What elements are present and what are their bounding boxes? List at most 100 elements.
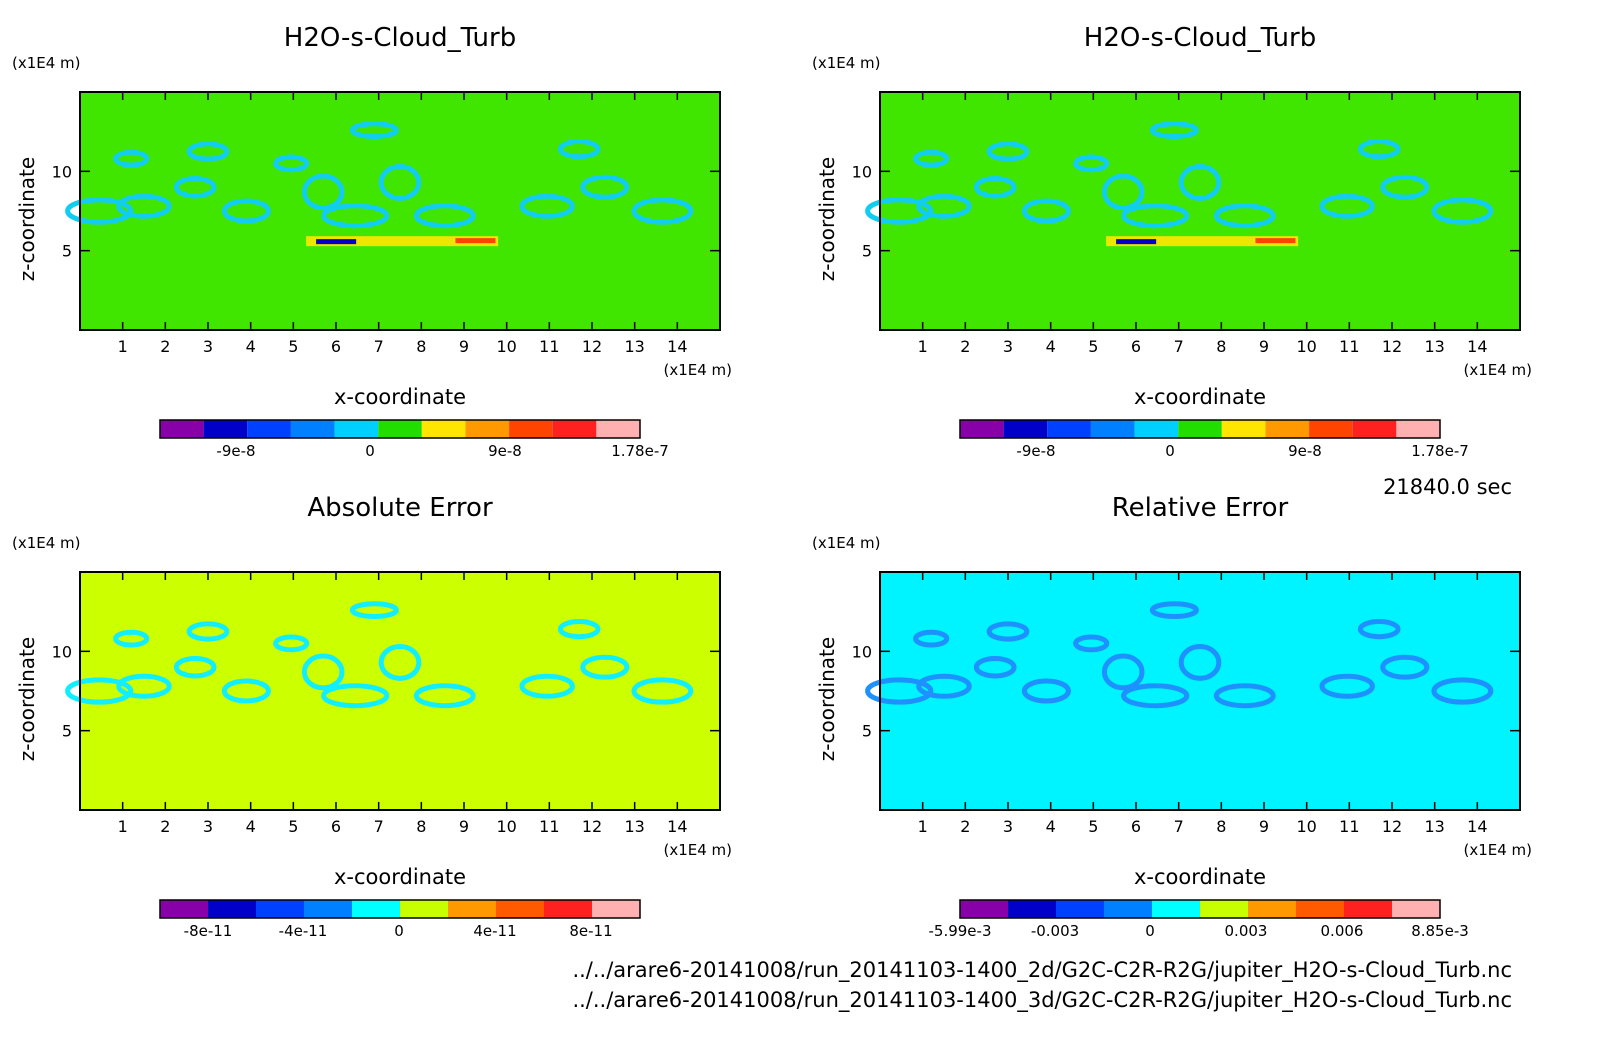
field-structure [301, 173, 345, 211]
colorbar-label: 1.78e-7 [1411, 442, 1469, 460]
field-structure [986, 141, 1030, 162]
field-structure [273, 634, 310, 653]
x-tick-label: 3 [203, 817, 213, 836]
x-tick-label: 11 [539, 337, 559, 356]
field-band-low [316, 239, 357, 245]
colorbar-segment [1003, 420, 1048, 438]
chart-panel-4: Relative Error(x1E4 m)1 2 3 4 5 6 7 8 9 10 11 12 13 1… [812, 493, 1532, 940]
x-tick-label: 5 [288, 337, 298, 356]
y-unit-label: (x1E4 m) [12, 534, 81, 552]
field-structure [1178, 644, 1222, 681]
y-axis-label: z-coordinate [15, 637, 39, 761]
colorbar-segment [960, 420, 1004, 438]
plot-frame [79, 571, 721, 811]
chart-panel-2: H2O-s-Cloud_Turb(x1E4 m)1 2 3 4 5 6 7 8 9 10 11 12 1… [812, 23, 1532, 460]
colorbar-label: -5.99e-3 [929, 922, 992, 940]
x-tick-label: 8 [416, 817, 426, 836]
field-structure [986, 621, 1030, 642]
x-tick-label: 13 [1424, 817, 1444, 836]
field-structure [580, 654, 630, 680]
colorbar-segment [1178, 420, 1222, 438]
chart-title: H2O-s-Cloud_Turb [1084, 23, 1316, 53]
colorbar-segment [592, 900, 640, 918]
x-tick-label: 14 [1467, 337, 1487, 356]
field-structure [1178, 164, 1222, 201]
y-tick-label: 10 [852, 162, 872, 181]
x-tick-label: 12 [582, 337, 602, 356]
x-tick-label: 9 [1259, 337, 1269, 356]
plot-frame [879, 571, 1521, 811]
colorbar-segment [1352, 420, 1397, 438]
colorbar-segment [160, 900, 208, 918]
plot-frame [79, 91, 721, 331]
y-axis-label: z-coordinate [15, 157, 39, 281]
file-path: ../../arare6-20141008/run_20141103-1400_… [572, 958, 1512, 983]
colorbar-segment [1008, 900, 1056, 918]
field-structure [1357, 139, 1401, 160]
colorbar-segment [1309, 420, 1353, 438]
colorbar-segment [378, 420, 422, 438]
x-tick-label: 9 [459, 817, 469, 836]
plot-area [80, 572, 720, 810]
x-tick-label: 6 [1131, 817, 1141, 836]
field-structure [519, 193, 575, 219]
field-structure [65, 197, 134, 225]
field-structure [186, 621, 230, 642]
field-band-low [1116, 239, 1157, 245]
colorbar-label: 0 [365, 442, 375, 460]
field-structure [1149, 121, 1199, 139]
field-structure [916, 193, 972, 219]
colorbar-segment [1047, 420, 1091, 438]
x-tick-label: 6 [331, 817, 341, 836]
field-structure [916, 673, 972, 699]
x-tick-label: 13 [624, 817, 644, 836]
colorbar-segment [1152, 900, 1200, 918]
colorbar-segment [509, 420, 553, 438]
field-structure [349, 601, 399, 619]
colorbar-label: 1.78e-7 [611, 442, 669, 460]
x-unit-label: (x1E4 m) [663, 841, 732, 859]
field-structure [378, 164, 422, 201]
x-tick-label: 2 [960, 817, 970, 836]
field-structure [1319, 193, 1375, 219]
x-tick-label: 4 [246, 817, 256, 836]
field-structure [65, 677, 134, 705]
x-tick-label: 1 [918, 817, 928, 836]
field-structure [1073, 154, 1110, 173]
colorbar-segment [1396, 420, 1440, 438]
x-tick-label: 4 [1046, 817, 1056, 836]
chart-title: Absolute Error [307, 493, 493, 523]
field-structure [1431, 197, 1494, 225]
field-structure [1213, 203, 1276, 229]
x-tick-label: 2 [960, 337, 970, 356]
colorbar-segment [290, 420, 335, 438]
field-band [1106, 236, 1299, 247]
plot-frame [879, 91, 1521, 331]
x-tick-label: 5 [1088, 817, 1098, 836]
plot-area [80, 92, 720, 330]
field-structure [1121, 203, 1190, 229]
x-tick-label: 10 [1296, 817, 1316, 836]
colorbar-label: 9e-8 [1288, 442, 1322, 460]
y-tick-label: 10 [852, 642, 872, 661]
x-tick-label: 11 [539, 817, 559, 836]
field-structure [173, 175, 217, 199]
field-structure [1021, 678, 1071, 704]
field-structure [865, 197, 934, 225]
colorbar-label: 0 [1165, 442, 1175, 460]
colorbar-segment [1090, 420, 1135, 438]
x-tick-label: 3 [1003, 337, 1013, 356]
x-tick-label: 5 [288, 817, 298, 836]
colorbar-segment [400, 900, 448, 918]
field-structure [321, 683, 390, 709]
colorbar-segment [496, 900, 544, 918]
field-structure [378, 644, 422, 681]
colorbar-frame [959, 899, 1441, 919]
field-structure [1021, 198, 1071, 224]
field-structure [913, 149, 950, 168]
x-tick-label: 1 [918, 337, 928, 356]
field-structure [1380, 174, 1430, 200]
colorbar-segment [552, 420, 597, 438]
field-structure [113, 149, 150, 168]
x-tick-label: 4 [246, 337, 256, 356]
